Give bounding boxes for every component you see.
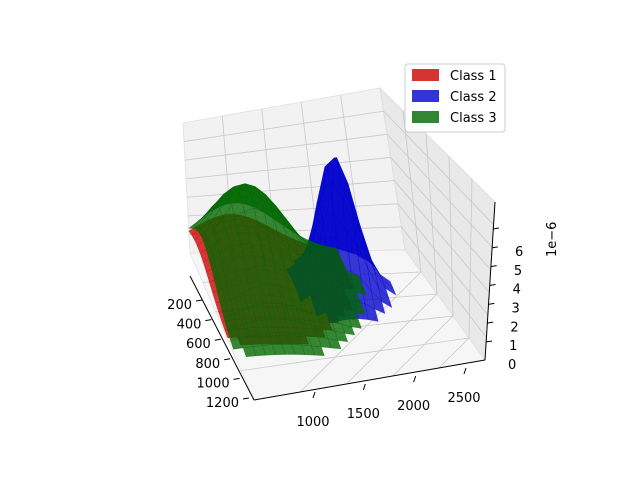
z-axis-line [484,201,496,361]
y-tick-mark [463,367,467,375]
x-axis-line [189,275,255,401]
legend-swatch [412,69,439,81]
z-tick-mark [485,340,493,343]
z-tick-label: 1 [509,339,517,354]
x-tick-mark [195,299,203,302]
grid-line-back-horizontal [183,110,384,142]
z-tick-label: 6 [515,245,523,260]
surface-patch [327,338,342,350]
surface-patch [378,286,393,308]
legend-label: Class 3 [450,111,497,126]
grid-line-floor [392,315,454,377]
tick-labels: 200 400 600 800 1000 1200 1000 1500 2000 2500 0 1 2 3… [167,245,523,430]
grid-line-side-vertical [468,179,473,339]
grid-line-side-vertical [402,110,422,273]
z-tick-label: 4 [513,283,521,298]
x-tick-mark [214,338,221,341]
surface-patch [311,345,325,356]
grid-line-side-vertical [448,156,454,317]
y-tick-mark [362,383,366,391]
surface-patch [341,324,355,336]
grid-line-back-horizontal [185,157,391,180]
surface-class-3 [188,183,367,357]
y-tick-label: 2500 [447,391,480,406]
z-offset-label: 1e−6 [545,222,560,257]
surface-patch [334,331,349,342]
grid-line-side-horizontal [390,157,492,270]
y-tick-mark [413,375,417,383]
surface-patch [371,290,386,314]
z-tick-label: 5 [514,264,522,279]
x-tick-label: 1200 [206,396,239,411]
grid-line-floor [299,271,422,393]
surface-patch [382,280,397,296]
surfaces [188,157,397,357]
grid-line-floor [346,293,438,385]
z-tick-mark [487,321,494,324]
grid-line-side-horizontal [401,226,487,338]
z-tick-mark [491,246,498,249]
x-tick-mark [205,319,212,322]
legend-entry: Class 2 [412,90,497,105]
x-tick-mark [233,377,240,380]
x-tick-label: 800 [195,357,220,372]
z-tick-mark [488,302,495,305]
x-tick-label: 600 [186,337,211,352]
grid-line-back-horizontal [186,180,395,198]
legend-entry: Class 3 [412,111,497,126]
x-tick-mark [224,358,231,361]
tick-marks [195,227,500,400]
grid-line-side-horizontal [397,203,489,316]
grid-line-floor [241,337,470,371]
legend-label: Class 2 [450,90,497,105]
surface-patch [353,285,367,296]
y-tick-mark [312,391,316,399]
surface-patch [352,304,366,315]
x-tick-label: 1000 [197,376,230,391]
grid-line-back-horizontal [184,133,388,161]
legend-entry: Class 1 [412,69,497,84]
y-tick-label: 1500 [347,407,380,422]
legend-swatch [412,111,439,123]
legend-swatch [412,90,439,102]
z-tick-label: 0 [508,358,516,373]
legend-label: Class 1 [450,69,497,84]
y-axis-line [253,359,486,401]
x-tick-label: 200 [167,298,192,313]
y-tick-label: 2000 [397,399,430,414]
x-tick-label: 400 [177,318,202,333]
x-tick-mark [242,397,250,400]
z-tick-mark [489,284,496,286]
surface-patch [364,303,379,322]
y-tick-label: 1000 [296,415,329,430]
grid-line-side-horizontal [383,110,494,225]
axis-lines [189,201,496,401]
z-tick-label: 3 [512,302,520,317]
grid-line-side-horizontal [393,180,490,293]
z-tick-label: 2 [510,320,518,335]
grid-line-floor [438,337,470,369]
surface-patch [348,318,362,329]
legend: Class 1 Class 2 Class 3 [404,63,506,133]
z-tick-mark [492,227,500,230]
z-tick-mark [490,265,497,268]
grid-line-side-horizontal [386,134,493,248]
grid-line-side-vertical [425,133,438,295]
